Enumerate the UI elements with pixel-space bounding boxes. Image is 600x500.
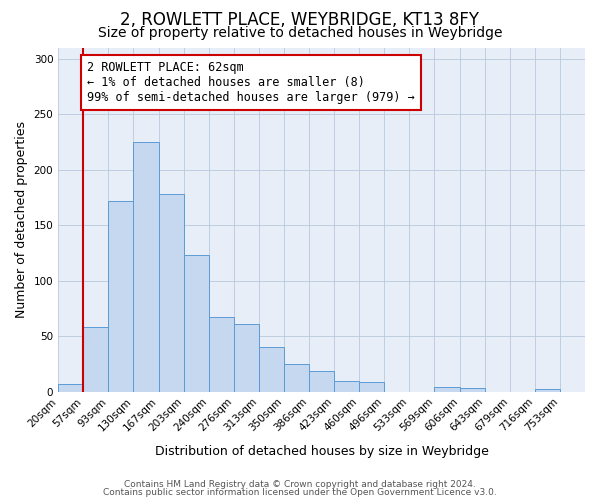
- Bar: [184, 255, 209, 392]
- Bar: [309, 370, 334, 392]
- Text: Contains public sector information licensed under the Open Government Licence v3: Contains public sector information licen…: [103, 488, 497, 497]
- Text: 2, ROWLETT PLACE, WEYBRIDGE, KT13 8FY: 2, ROWLETT PLACE, WEYBRIDGE, KT13 8FY: [121, 11, 479, 29]
- Bar: [259, 348, 284, 392]
- Bar: [359, 382, 385, 392]
- Bar: [158, 194, 184, 392]
- Bar: [209, 318, 234, 392]
- X-axis label: Distribution of detached houses by size in Weybridge: Distribution of detached houses by size …: [155, 444, 488, 458]
- Bar: [434, 387, 460, 392]
- Bar: [234, 324, 259, 392]
- Bar: [109, 200, 133, 392]
- Text: Size of property relative to detached houses in Weybridge: Size of property relative to detached ho…: [98, 26, 502, 40]
- Bar: [58, 384, 83, 392]
- Bar: [334, 380, 359, 392]
- Bar: [460, 388, 485, 392]
- Bar: [83, 328, 109, 392]
- Text: Contains HM Land Registry data © Crown copyright and database right 2024.: Contains HM Land Registry data © Crown c…: [124, 480, 476, 489]
- Bar: [133, 142, 158, 392]
- Bar: [284, 364, 309, 392]
- Y-axis label: Number of detached properties: Number of detached properties: [15, 121, 28, 318]
- Bar: [535, 390, 560, 392]
- Text: 2 ROWLETT PLACE: 62sqm
← 1% of detached houses are smaller (8)
99% of semi-detac: 2 ROWLETT PLACE: 62sqm ← 1% of detached …: [87, 61, 415, 104]
